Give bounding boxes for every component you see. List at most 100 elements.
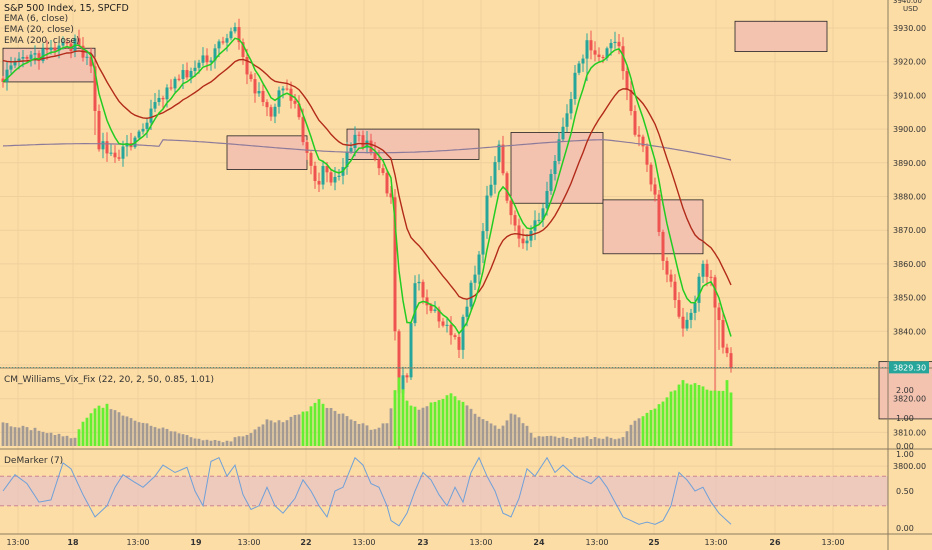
wvf-bar <box>141 422 145 446</box>
candle-body <box>65 42 69 44</box>
wvf-bar <box>337 413 341 446</box>
candle-body <box>153 102 157 109</box>
price-tick-top: 3940.00 <box>893 0 922 5</box>
candle-body <box>417 281 421 284</box>
wvf-bar <box>533 437 537 446</box>
candle-body <box>585 40 589 59</box>
wvf-bar <box>209 440 213 446</box>
wvf-bar <box>365 425 369 446</box>
candle-body <box>573 72 577 100</box>
wvf-bar <box>605 436 609 446</box>
wvf-tick-label: 2.00 <box>896 386 914 395</box>
candle-body <box>285 88 289 90</box>
candle-body <box>253 79 257 94</box>
wvf-bar <box>405 400 409 446</box>
candle-body <box>397 331 401 394</box>
candle-body <box>205 55 209 63</box>
candle-body <box>649 164 653 185</box>
candle-body <box>661 231 665 261</box>
candle-body <box>177 78 181 80</box>
candle-body <box>701 263 705 277</box>
price-tick-label: 3900.00 <box>893 125 926 134</box>
wvf-bar <box>429 402 433 446</box>
williams-vix-fix-axis: 2.00 1.00 0.00 <box>896 386 914 451</box>
candle-body <box>493 162 497 185</box>
candle-body <box>241 42 245 58</box>
demarker-tick-label: 0.00 <box>896 524 914 533</box>
candle-body <box>317 181 321 185</box>
candle-body <box>385 172 389 194</box>
wvf-bar <box>445 395 449 446</box>
candle-body <box>209 60 213 63</box>
candle-body <box>681 316 685 329</box>
price-tick-label: 3860.00 <box>893 260 926 269</box>
price-tick-label: 3810.00 <box>893 428 926 437</box>
wvf-bar <box>569 438 573 446</box>
zone-box-4 <box>602 199 704 255</box>
wvf-bar <box>145 423 149 446</box>
candle-body <box>517 225 521 239</box>
candle-body <box>413 283 417 324</box>
wvf-bar <box>489 423 493 446</box>
candle-body <box>437 309 441 322</box>
candle-body <box>345 151 349 168</box>
candle-body <box>489 184 493 196</box>
wvf-bar <box>197 438 201 446</box>
price-tick-label: 3880.00 <box>893 193 926 202</box>
wvf-bar <box>325 407 329 446</box>
candle-body <box>193 67 197 71</box>
wvf-bar <box>137 422 141 446</box>
wvf-bar <box>641 416 645 446</box>
wvf-bar <box>5 423 9 446</box>
candle-body <box>665 260 669 275</box>
wvf-bar <box>281 422 285 446</box>
candle-body <box>257 91 261 94</box>
wvf-bar <box>57 433 61 446</box>
candle-body <box>173 78 177 89</box>
wvf-bar <box>329 408 333 446</box>
wvf-bar <box>549 435 553 446</box>
wvf-bar <box>493 425 497 446</box>
candle-body <box>309 152 313 166</box>
candle-body <box>589 40 593 51</box>
candle-body <box>113 152 117 158</box>
wvf-bar <box>677 384 681 446</box>
wvf-bar <box>293 414 297 446</box>
price-tick-label: 3870.00 <box>893 226 926 235</box>
wvf-bar <box>505 420 509 446</box>
wvf-bar <box>669 391 673 446</box>
candle-body <box>373 151 377 160</box>
wvf-bar <box>649 410 653 446</box>
price-tick-label: 3850.00 <box>893 294 926 303</box>
candle-body <box>313 165 317 182</box>
wvf-bar <box>25 427 29 446</box>
candle-body <box>613 41 617 43</box>
candle-body <box>513 215 517 226</box>
wvf-bar <box>461 401 465 446</box>
candle-body <box>25 57 29 59</box>
wvf-bar <box>457 400 461 446</box>
wvf-bar <box>545 436 549 446</box>
time-label: 26 <box>769 538 781 547</box>
candle-body <box>101 141 105 150</box>
zone-box-1 <box>226 135 308 170</box>
candle-body <box>593 50 597 55</box>
wvf-bar <box>333 410 337 446</box>
candle-body <box>677 300 681 317</box>
candle-body <box>169 87 173 89</box>
wvf-bar <box>129 418 133 446</box>
wvf-bar <box>69 438 73 446</box>
wvf-bar <box>565 438 569 446</box>
candle-body <box>217 41 221 49</box>
time-label: 13:00 <box>237 538 260 547</box>
time-axis[interactable]: 13:00 18 13:00 19 13:00 22 13:00 23 13:00 24 13:00… <box>6 538 844 547</box>
supply-demand-zones <box>2 20 932 420</box>
candle-body <box>1 78 5 82</box>
candle-body <box>549 174 553 191</box>
wvf-bar <box>105 403 109 446</box>
price-tick-label: 3930.00 <box>893 24 926 33</box>
last-price-badge-bg <box>889 361 929 374</box>
candle-body <box>29 54 33 59</box>
